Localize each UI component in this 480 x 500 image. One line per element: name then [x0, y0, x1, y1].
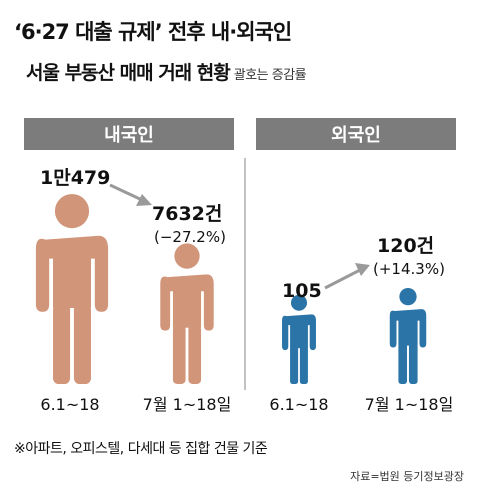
figure-left-leg [290, 346, 299, 384]
panel-label-foreign: 외국인 [331, 125, 381, 146]
figure-head [290, 294, 308, 311]
panel-header-foreign [256, 118, 456, 150]
figure-body [35, 235, 109, 312]
chart-title: ‘6·27 대출 규제’ 전후 내·외국인 [14, 20, 292, 44]
chart-subtitle: 서울 부동산 매매 거래 현황 괄호는 증감률 [26, 58, 307, 85]
figure-left-leg [53, 304, 71, 384]
figure-body [160, 274, 214, 331]
change-label-domestic: (−27.2%) [154, 228, 226, 246]
figure-head [174, 243, 200, 269]
figure-head [54, 194, 90, 229]
source-note: 자료=법원 등기정보광장 [350, 470, 464, 483]
figure-domestic-july [160, 243, 214, 384]
figure-left-leg [398, 343, 408, 384]
panel-label-domestic: 내국인 [104, 125, 154, 146]
category-label-foreign-july: 7월 1~18일 [365, 395, 454, 414]
value-label-foreign-june: 105 [282, 280, 322, 302]
arrow-foreign [324, 263, 370, 290]
category-label-domestic-june: 6.1~18 [40, 395, 99, 414]
figure-right-leg [408, 343, 418, 384]
value-label-domestic-july: 7632건 [152, 203, 222, 225]
figure-left-leg [172, 324, 186, 384]
figure-domestic-june [35, 194, 109, 384]
figure-right-leg [299, 346, 308, 384]
change-label-foreign: (+14.3%) [373, 260, 445, 278]
figure-foreign-june [282, 294, 316, 384]
value-label-domestic-june: 1만479 [40, 167, 110, 189]
arrow-domestic [109, 183, 152, 206]
subtitle-text: 서울 부동산 매매 거래 현황 [26, 62, 231, 84]
figure-right-leg [73, 304, 91, 384]
figure-body [389, 309, 427, 348]
panel-header-domestic [24, 118, 234, 150]
footnote: ※아파트, 오피스텔, 다세대 등 집합 건물 기준 [14, 441, 268, 457]
figure-body [282, 314, 316, 351]
category-label-foreign-june: 6.1~18 [269, 395, 328, 414]
figure-foreign-july [389, 288, 427, 384]
category-label-domestic-july: 7월 1~18일 [143, 395, 232, 414]
value-label-foreign-july: 120건 [377, 235, 434, 257]
figure-right-leg [188, 324, 202, 384]
subtitle-note: 괄호는 증감률 [233, 68, 307, 83]
figure-head [399, 288, 417, 306]
